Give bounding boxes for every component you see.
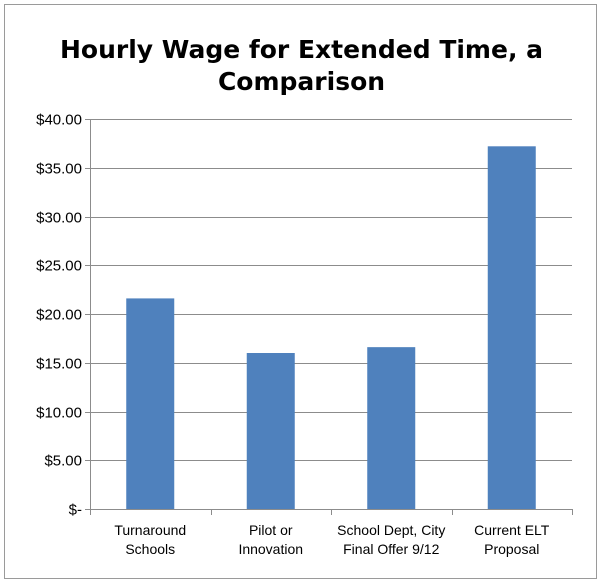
- x-category-label: Current ELT Proposal: [474, 522, 550, 557]
- y-tick-label: $40.00: [36, 112, 82, 129]
- x-category-label: Pilot or Innovation: [238, 522, 303, 557]
- y-tick-label: $15.00: [36, 356, 82, 373]
- y-tick-label: $35.00: [36, 161, 82, 178]
- x-axis: Turnaround Schools Pilot or Innovation Schoo…: [90, 509, 573, 557]
- bar: [126, 298, 175, 509]
- bars: [126, 146, 536, 510]
- y-tick-label: $5.00: [44, 453, 82, 470]
- x-category-label: Turnaround Schools: [114, 522, 186, 557]
- y-tick-label: $10.00: [36, 405, 82, 422]
- bar: [487, 146, 536, 510]
- y-tick-label: $-: [69, 502, 82, 519]
- y-tick-label: $25.00: [36, 258, 82, 275]
- y-tick-label: $20.00: [36, 307, 82, 324]
- bar: [367, 347, 416, 509]
- chart-title: Hourly Wage for Extended Time, a Compari…: [0, 34, 603, 98]
- x-category-label: School Dept, City Final Offer 9/12: [337, 522, 445, 557]
- chart-title-line-2: Comparison: [217, 67, 386, 96]
- y-tick-label: $30.00: [36, 210, 82, 227]
- bar: [246, 353, 295, 509]
- y-axis: $- $5.00 $10.00 $15.00 $20.00 $25.00 $30.00 $35…: [36, 112, 91, 519]
- chart-title-line-1: Hourly Wage for Extended Time, a: [59, 35, 544, 64]
